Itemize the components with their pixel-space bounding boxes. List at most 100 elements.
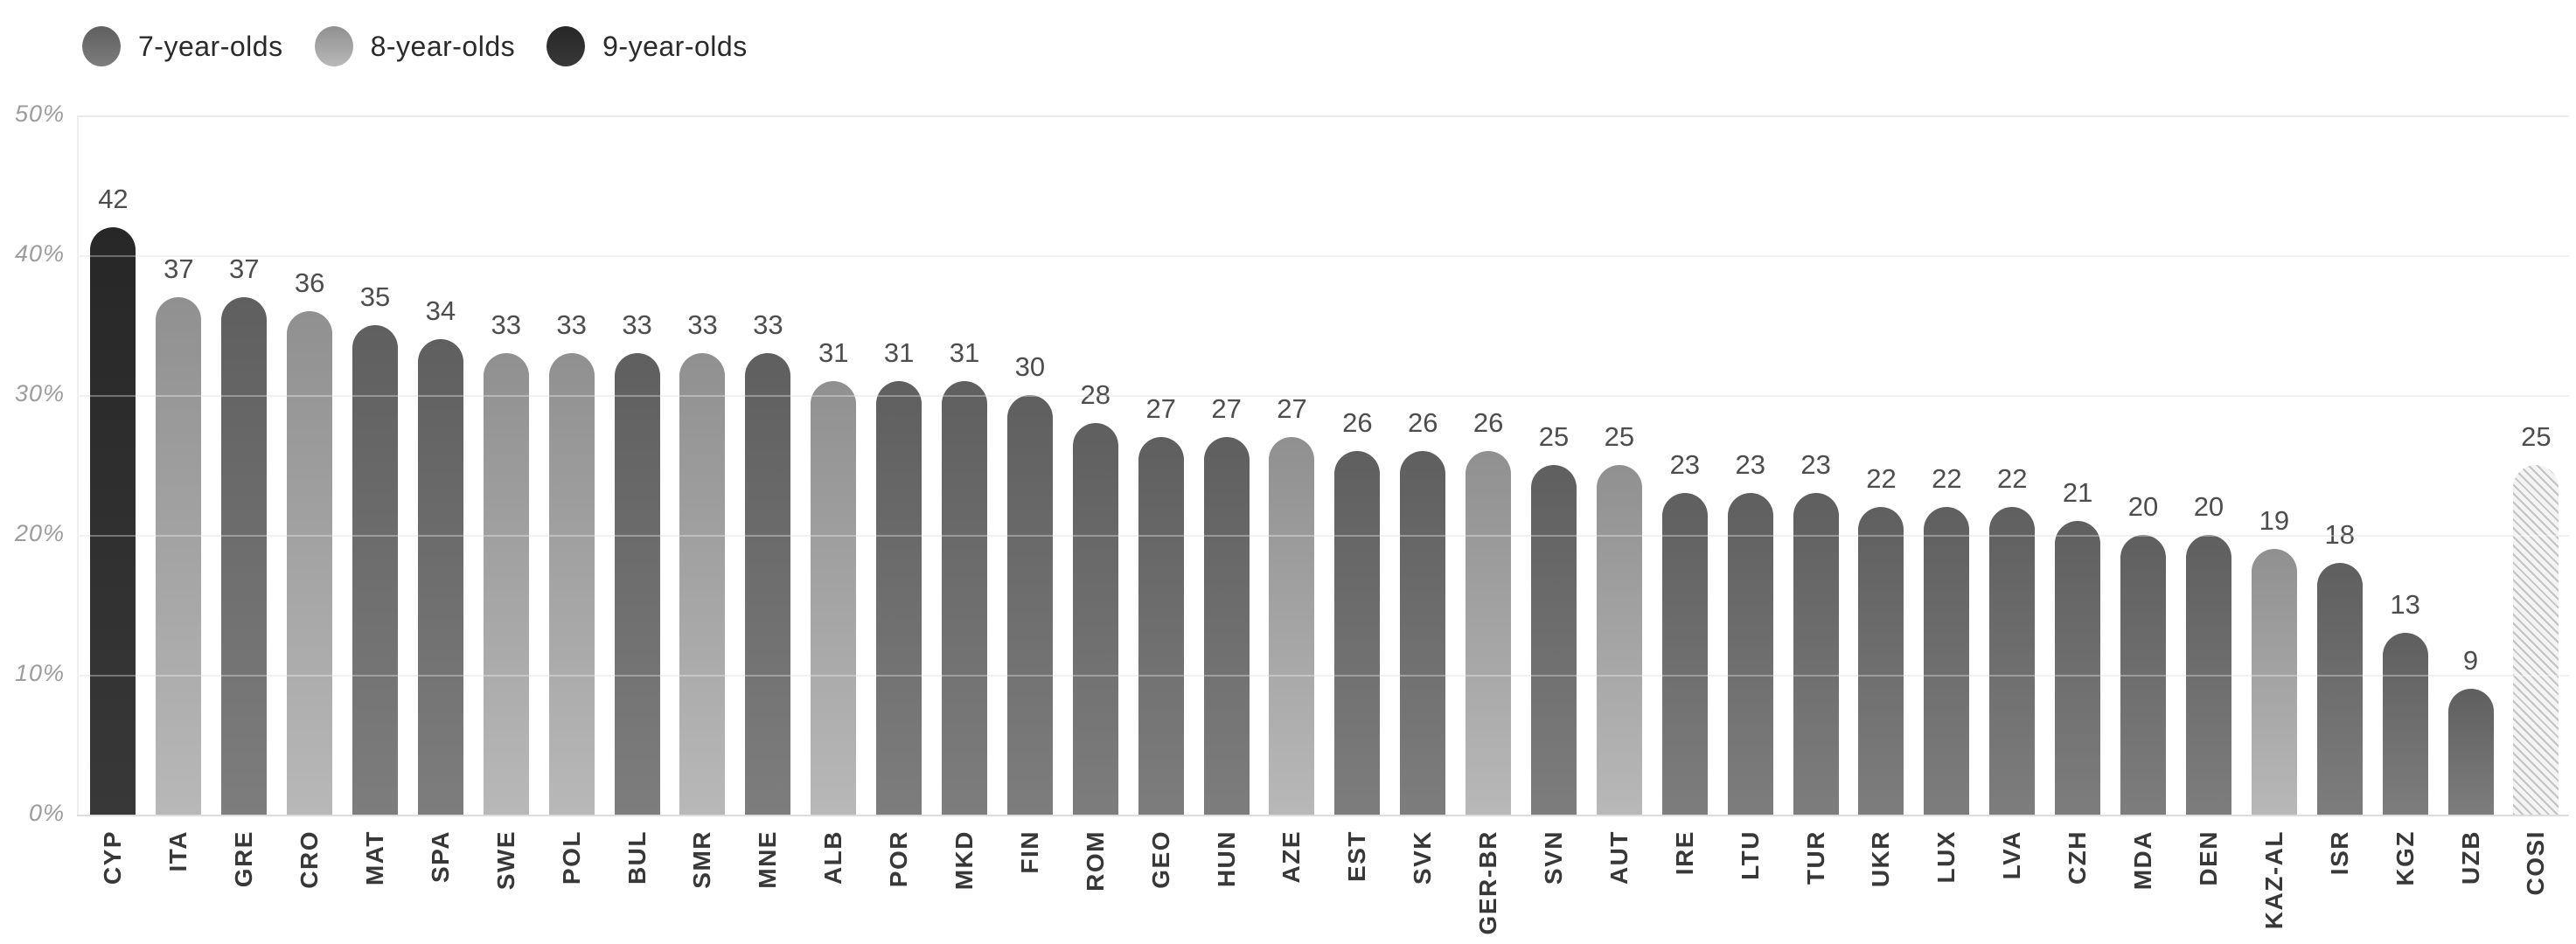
- x-axis-label-ita: ITA: [164, 830, 192, 872]
- x-axis-label-spa: SPA: [426, 830, 454, 883]
- bar-slot: 23: [1717, 115, 1783, 815]
- bar-slot: 33: [735, 115, 801, 815]
- gridline: [77, 115, 2569, 117]
- bar-pol: 33: [548, 309, 595, 815]
- bar-spa: 34: [417, 295, 463, 815]
- x-slot: ROM: [1062, 830, 1128, 934]
- bar-slot: 20: [2111, 115, 2176, 815]
- x-slot: POR: [867, 830, 932, 934]
- x-slot: GEO: [1128, 830, 1194, 934]
- bar-isr: 18: [2316, 519, 2363, 815]
- bar-value-label: 13: [2390, 589, 2420, 620]
- bar-slot: 25: [2503, 115, 2569, 815]
- bar-slot: 22: [1848, 115, 1914, 815]
- legend-label-age7: 7-year-olds: [138, 30, 283, 62]
- legend-dot-age7: [82, 26, 121, 66]
- legend-dot-age8: [314, 26, 353, 66]
- bar-uzb: 9: [2447, 645, 2494, 815]
- x-axis-label-lux: LUX: [1932, 830, 1960, 884]
- bar-slot: 28: [1062, 115, 1128, 815]
- x-slot: SPA: [407, 830, 473, 934]
- bar-por: 31: [876, 337, 922, 815]
- x-slot: AZE: [1259, 830, 1325, 934]
- bar-value-label: 22: [1866, 463, 1897, 494]
- bar-value-label: 25: [1538, 421, 1570, 452]
- x-slot: MKD: [932, 830, 998, 934]
- gridline-overlay: [77, 535, 2569, 537]
- x-slot: ALB: [801, 830, 867, 934]
- legend-dot-age9: [547, 26, 586, 66]
- bar-value-label: 33: [622, 309, 652, 340]
- bar-gre: 37: [221, 253, 268, 815]
- bar-value-label: 36: [294, 267, 325, 298]
- gridline-overlay: [77, 255, 2569, 257]
- x-axis-label-mat: MAT: [361, 830, 388, 886]
- x-slot: HUN: [1194, 830, 1259, 934]
- x-axis-label-kgz: KGZ: [2391, 830, 2419, 886]
- x-axis-label-kaz-al: KAZ-AL: [2259, 830, 2287, 930]
- bar-kgz: 13: [2382, 589, 2428, 815]
- bar-lva: 22: [1989, 463, 2036, 815]
- legend: 7-year-olds 8-year-olds 9-year-olds: [82, 26, 748, 66]
- x-slot: CZH: [2045, 830, 2111, 934]
- bar-geo: 27: [1138, 393, 1184, 815]
- gridline-overlay: [77, 395, 2569, 397]
- bar-slot: 30: [997, 115, 1062, 815]
- bar-bul: 33: [614, 309, 660, 815]
- bar-slot: 22: [1980, 115, 2045, 815]
- x-axis-label-aze: AZE: [1278, 830, 1305, 884]
- bar-slot: 26: [1456, 115, 1521, 815]
- x-axis-label-aut: AUT: [1605, 830, 1633, 885]
- bar-value-label: 23: [1735, 449, 1765, 480]
- bar-slot: 9: [2438, 115, 2503, 815]
- bar-slot: 33: [539, 115, 604, 815]
- x-axis-label-mne: MNE: [754, 830, 782, 889]
- bar-value-label: 31: [818, 337, 849, 368]
- x-axis-label-ire: IRE: [1670, 830, 1698, 876]
- bar-value-label: 20: [2127, 491, 2159, 522]
- bar-slot: 19: [2241, 115, 2307, 815]
- x-slot: TUR: [1783, 830, 1848, 934]
- x-axis-label-mda: MDA: [2129, 830, 2157, 891]
- y-axis-tick-label: 30%: [14, 380, 65, 406]
- bar-ita: 37: [156, 253, 202, 815]
- bar-value-label: 31: [949, 337, 980, 368]
- x-slot: EST: [1325, 830, 1390, 934]
- bar-cosi: 25: [2513, 421, 2559, 815]
- legend-item-age9: 9-year-olds: [547, 26, 748, 66]
- bar-value-label: 27: [1211, 393, 1242, 424]
- bar-slot: 31: [867, 115, 932, 815]
- x-axis-label-geo: GEO: [1146, 830, 1174, 889]
- x-slot: COSI: [2503, 830, 2569, 934]
- bar-rom: 28: [1072, 379, 1118, 815]
- bar-value-label: 42: [98, 184, 129, 214]
- bar-slot: 33: [604, 115, 670, 815]
- gridline: [77, 675, 2569, 677]
- bar-value-label: 25: [1604, 421, 1635, 452]
- bar-slot: 26: [1325, 115, 1390, 815]
- x-slot: CRO: [277, 830, 343, 934]
- x-axis-label-swe: SWE: [491, 830, 519, 891]
- x-slot: SMR: [670, 830, 735, 934]
- y-axis-line: [77, 115, 79, 815]
- x-axis-label-lva: LVA: [1998, 830, 2026, 880]
- x-slot: MAT: [343, 830, 408, 934]
- bar-slot: 31: [801, 115, 867, 815]
- bar-value-label: 26: [1472, 407, 1504, 438]
- bar-cro: 36: [287, 267, 333, 815]
- bars-row: 42 37 37 36 35 34 33 33 33 33 33 31 31 31 30 28 27 27 27 26…: [80, 115, 2569, 815]
- x-slot: SWE: [473, 830, 539, 934]
- x-axis-labels: CYP ITA GRE CRO MAT SPA SWE POL BUL SMR MNE ALB POR M…: [80, 830, 2569, 934]
- x-axis-label-cro: CRO: [296, 830, 324, 889]
- x-slot: LVA: [1980, 830, 2045, 934]
- x-slot: MNE: [735, 830, 801, 934]
- bar-value-label: 23: [1800, 449, 1831, 480]
- bar-slot: 20: [2176, 115, 2242, 815]
- bar-value-label: 28: [1080, 379, 1111, 410]
- x-slot: SVN: [1521, 830, 1587, 934]
- legend-label-age8: 8-year-olds: [370, 30, 516, 62]
- bar-slot: 22: [1914, 115, 1980, 815]
- x-slot: SVK: [1390, 830, 1456, 934]
- bar-lux: 22: [1924, 463, 1970, 815]
